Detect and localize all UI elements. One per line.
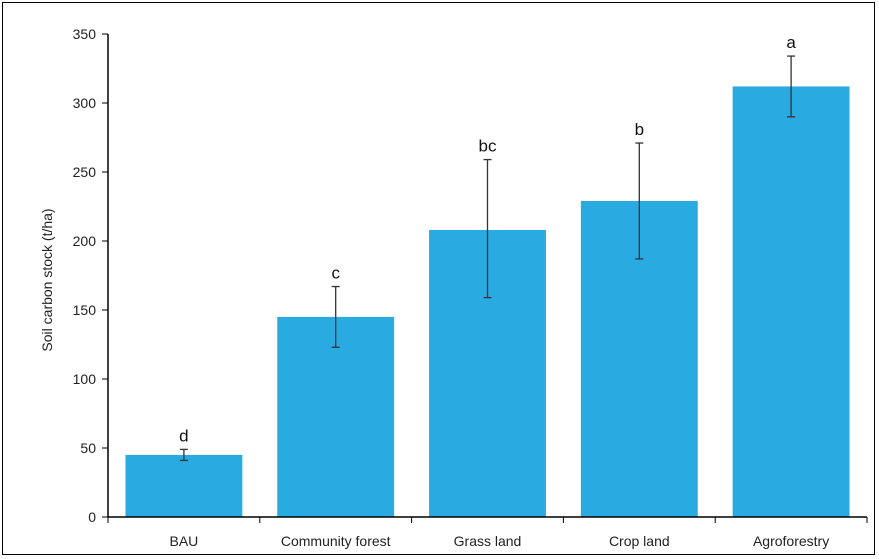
x-tick-label: Community forest bbox=[281, 533, 391, 549]
y-tick-label: 350 bbox=[73, 26, 97, 42]
significance-label: c bbox=[331, 264, 340, 283]
y-tick-label: 300 bbox=[73, 95, 97, 111]
x-tick-label: BAU bbox=[170, 533, 199, 549]
y-tick-label: 150 bbox=[73, 302, 97, 318]
significance-label: bc bbox=[479, 137, 497, 156]
y-axis: 0 50 100 150 200 250 300 350 bbox=[73, 26, 108, 525]
y-tick-label: 50 bbox=[80, 440, 96, 456]
bar-bau bbox=[125, 455, 242, 517]
x-tick-label: Grass land bbox=[454, 533, 522, 549]
x-axis: BAU Community forest Grass land Crop land Ag… bbox=[108, 517, 867, 549]
bars-group: d c bc b a bbox=[125, 33, 849, 517]
significance-label: b bbox=[635, 120, 644, 139]
y-tick-label: 0 bbox=[88, 509, 96, 525]
y-tick-label: 100 bbox=[73, 371, 97, 387]
significance-label: d bbox=[179, 426, 188, 445]
y-axis-title: Soil carbon stock (t/ha) bbox=[39, 208, 55, 351]
y-tick-label: 250 bbox=[73, 164, 97, 180]
y-tick-label: 200 bbox=[73, 233, 97, 249]
x-tick-label: Crop land bbox=[609, 533, 670, 549]
x-tick-label: Agroforestry bbox=[753, 533, 829, 549]
bar-agroforestry bbox=[733, 86, 850, 517]
significance-label: a bbox=[786, 33, 796, 52]
